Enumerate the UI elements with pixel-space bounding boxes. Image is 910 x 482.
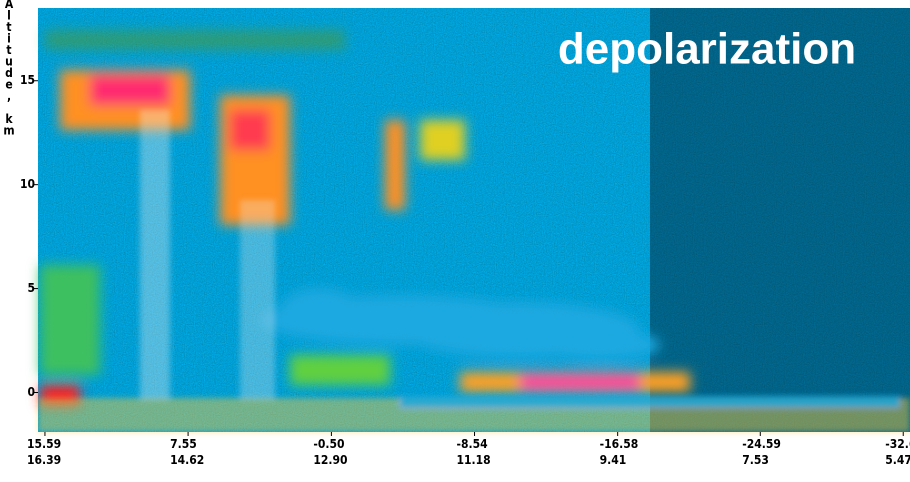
x-tick-sublabel: 14.62 <box>170 453 204 467</box>
x-tick-sublabel: 12.90 <box>313 453 347 467</box>
y-tick-label: 15 <box>20 73 35 87</box>
x-tick-label: -24.59 <box>742 437 781 451</box>
chart-title: depolarization <box>558 25 856 74</box>
x-tick-label: -8.54 <box>457 437 489 451</box>
y-tick-label: 5 <box>27 281 35 295</box>
x-tick-label: -16.58 <box>600 437 639 451</box>
x-tick-sublabel: 9.41 <box>600 453 627 467</box>
y-tick-label: 0 <box>27 385 35 399</box>
x-tick-label: 7.55 <box>170 437 197 451</box>
x-tick-label: -32.62 <box>885 437 910 451</box>
x-tick-label: -0.50 <box>313 437 344 451</box>
x-tick-sublabel: 16.39 <box>27 453 61 467</box>
x-tick-sublabel: 7.53 <box>742 453 769 467</box>
chart: depolarization Altitude, km 0 5 10 15 15.59 1… <box>0 0 910 482</box>
x-tick-label: 15.59 <box>27 437 61 451</box>
y-tick-label: 10 <box>20 177 35 191</box>
x-tick-sublabel: 11.18 <box>457 453 491 467</box>
x-tick-sublabel: 5.47 <box>885 453 910 467</box>
